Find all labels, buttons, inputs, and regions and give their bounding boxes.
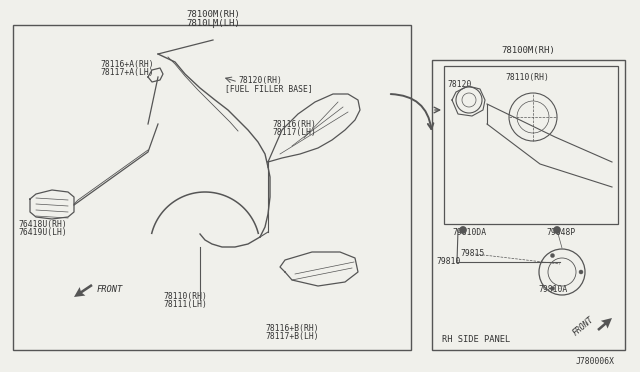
Text: 78100M(RH): 78100M(RH) — [186, 10, 240, 19]
Text: [FUEL FILLER BASE]: [FUEL FILLER BASE] — [225, 84, 313, 93]
Circle shape — [460, 227, 467, 234]
Text: 78117(LH): 78117(LH) — [272, 128, 316, 137]
Bar — [444, 66, 618, 224]
Text: 79815: 79815 — [460, 250, 484, 259]
Text: 78110(RH): 78110(RH) — [163, 292, 207, 301]
Text: 78117+B(LH): 78117+B(LH) — [265, 331, 319, 340]
Text: 78111(LH): 78111(LH) — [163, 301, 207, 310]
Circle shape — [554, 227, 561, 234]
Text: 79810: 79810 — [436, 257, 460, 266]
Circle shape — [550, 254, 554, 257]
Text: 78110(RH): 78110(RH) — [505, 73, 549, 81]
Text: 79848P: 79848P — [546, 228, 575, 237]
Text: 78116+A(RH): 78116+A(RH) — [100, 60, 154, 68]
Text: 78120: 78120 — [447, 80, 472, 89]
Circle shape — [550, 286, 554, 291]
Text: 78117+A(LH): 78117+A(LH) — [100, 67, 154, 77]
Text: 76418U(RH): 76418U(RH) — [18, 219, 67, 228]
Circle shape — [579, 270, 583, 274]
Text: J780006X: J780006X — [576, 357, 615, 366]
Text: RH SIDE PANEL: RH SIDE PANEL — [442, 336, 510, 344]
Text: 78116(RH): 78116(RH) — [272, 119, 316, 128]
Text: 78100M(RH): 78100M(RH) — [501, 45, 555, 55]
Text: 7810LM(LH): 7810LM(LH) — [186, 19, 240, 28]
Text: FRONT: FRONT — [97, 285, 124, 295]
Bar — [13, 25, 411, 350]
Text: 79810DA: 79810DA — [452, 228, 486, 237]
Text: 78116+B(RH): 78116+B(RH) — [265, 324, 319, 333]
Text: 76419U(LH): 76419U(LH) — [18, 228, 67, 237]
Text: 79810A: 79810A — [538, 285, 567, 295]
Bar — [432, 60, 625, 350]
Text: 78120(RH): 78120(RH) — [238, 76, 282, 84]
Text: FRONT: FRONT — [572, 315, 596, 337]
